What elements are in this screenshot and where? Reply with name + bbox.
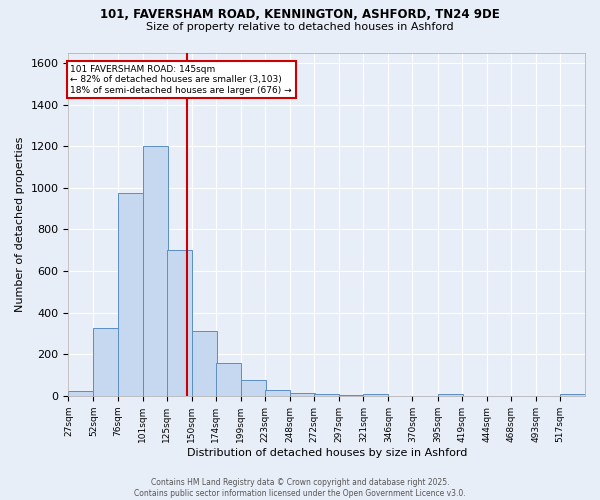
Bar — [265, 390, 290, 396]
Bar — [437, 394, 463, 396]
Text: Contains HM Land Registry data © Crown copyright and database right 2025.
Contai: Contains HM Land Registry data © Crown c… — [134, 478, 466, 498]
Bar — [68, 390, 94, 396]
Y-axis label: Number of detached properties: Number of detached properties — [15, 136, 25, 312]
Text: 101 FAVERSHAM ROAD: 145sqm
← 82% of detached houses are smaller (3,103)
18% of s: 101 FAVERSHAM ROAD: 145sqm ← 82% of deta… — [70, 65, 292, 95]
X-axis label: Distribution of detached houses by size in Ashford: Distribution of detached houses by size … — [187, 448, 467, 458]
Bar — [560, 394, 585, 396]
Bar — [364, 394, 388, 396]
Bar — [290, 394, 315, 396]
Bar — [241, 380, 266, 396]
Bar — [216, 362, 241, 396]
Bar — [192, 332, 217, 396]
Bar — [94, 328, 119, 396]
Bar — [167, 250, 192, 396]
Text: Size of property relative to detached houses in Ashford: Size of property relative to detached ho… — [146, 22, 454, 32]
Bar — [118, 193, 143, 396]
Bar — [339, 395, 364, 396]
Bar — [143, 146, 168, 396]
Bar — [314, 394, 339, 396]
Text: 101, FAVERSHAM ROAD, KENNINGTON, ASHFORD, TN24 9DE: 101, FAVERSHAM ROAD, KENNINGTON, ASHFORD… — [100, 8, 500, 20]
